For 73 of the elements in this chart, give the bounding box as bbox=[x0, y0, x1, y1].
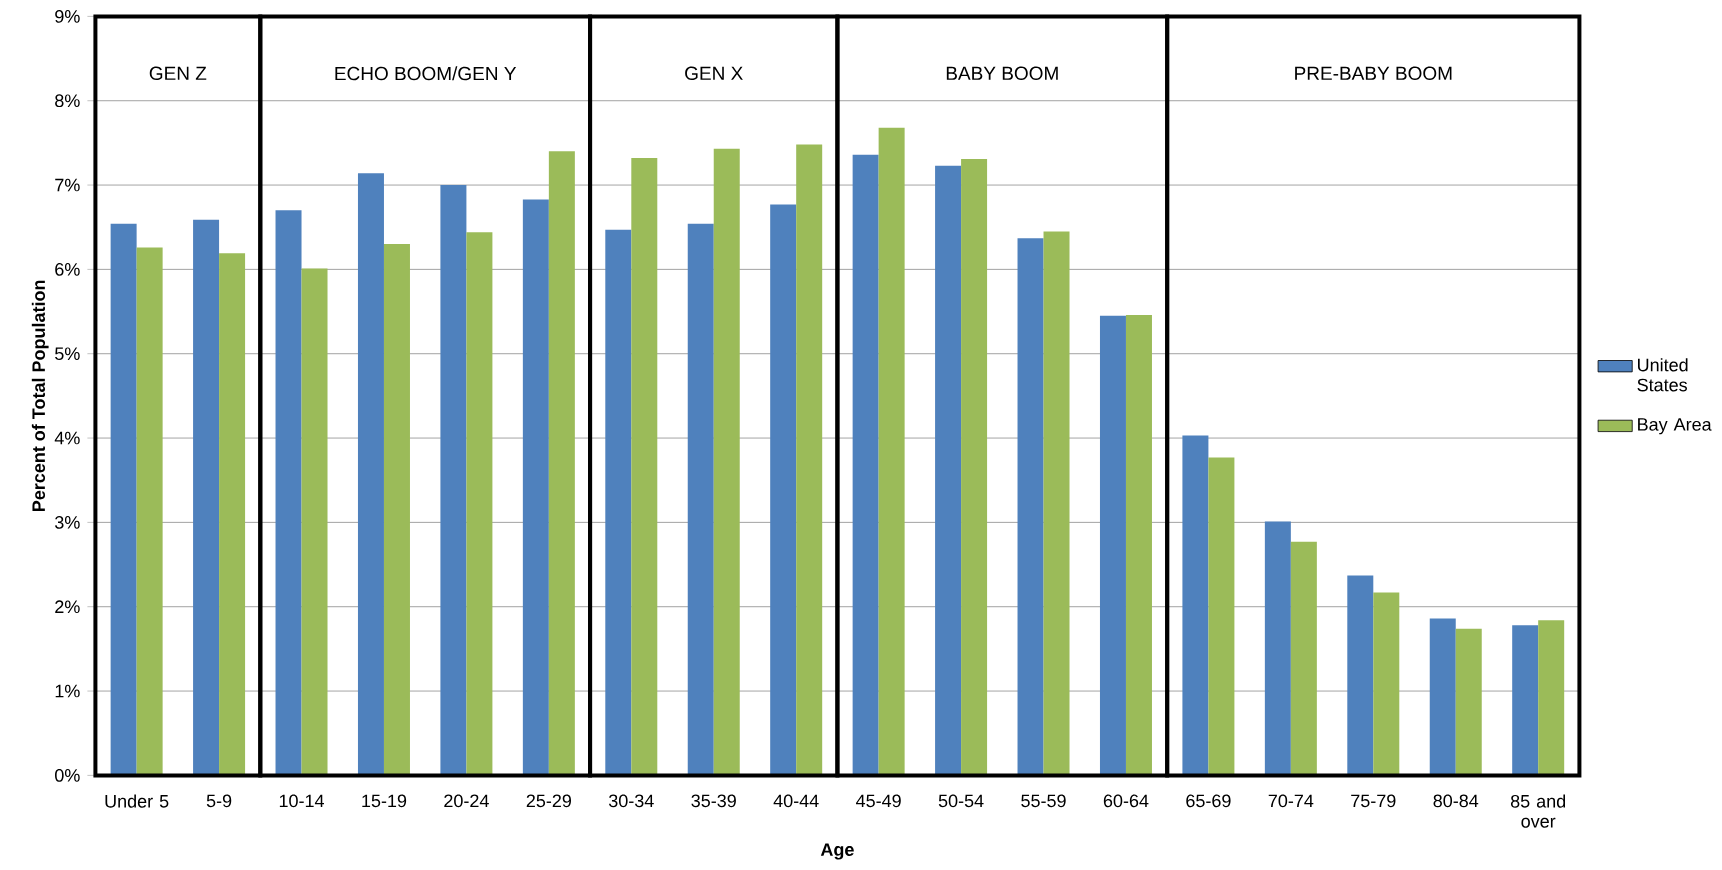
x-tick-label: 65-69 bbox=[1186, 794, 1231, 808]
bar bbox=[548, 151, 575, 776]
bar bbox=[136, 247, 163, 776]
x-tick-label: 20-24 bbox=[444, 794, 489, 808]
bar bbox=[110, 223, 137, 776]
x-tick-label: 45-49 bbox=[856, 794, 901, 808]
y-tick-label: 1% bbox=[55, 684, 80, 698]
bar bbox=[1455, 628, 1482, 776]
bar bbox=[796, 144, 823, 776]
bar bbox=[1429, 618, 1456, 776]
bar bbox=[219, 253, 246, 776]
bar bbox=[1208, 457, 1235, 776]
legend-label: Bay Area bbox=[1638, 418, 1712, 435]
bar bbox=[687, 223, 714, 776]
bar bbox=[1373, 592, 1400, 776]
bar bbox=[1347, 575, 1374, 776]
bar bbox=[301, 268, 328, 776]
bar bbox=[1290, 541, 1317, 776]
annotation: PRE-BABY BOOM bbox=[1295, 66, 1452, 81]
x-tick-label: 10-14 bbox=[279, 794, 324, 808]
bar bbox=[1538, 620, 1565, 776]
bar bbox=[770, 204, 797, 776]
bar bbox=[383, 244, 410, 776]
legend-label: United States bbox=[1637, 358, 1688, 392]
bar bbox=[631, 158, 658, 776]
annotation: ECHO BOOM/GEN Y bbox=[335, 66, 517, 81]
bar bbox=[357, 173, 384, 776]
y-tick-label: 2% bbox=[55, 600, 80, 614]
bar bbox=[1125, 314, 1152, 776]
y-tick-label: 8% bbox=[55, 94, 80, 108]
y-tick-label: 6% bbox=[55, 263, 80, 276]
x-axis-title: Age bbox=[820, 843, 854, 860]
y-tick-label: 0% bbox=[55, 769, 80, 782]
x-tick-label: 80-84 bbox=[1433, 794, 1479, 808]
bar bbox=[935, 165, 962, 776]
bar bbox=[193, 219, 220, 776]
x-tick-label: 25-29 bbox=[526, 794, 572, 808]
y-tick-label: 4% bbox=[54, 431, 80, 445]
x-tick-label: 30-34 bbox=[608, 794, 654, 808]
y-tick-label: 3% bbox=[55, 516, 80, 529]
x-tick-label: 40-44 bbox=[773, 794, 819, 808]
bar bbox=[1099, 315, 1126, 776]
bar bbox=[440, 185, 467, 776]
bar bbox=[713, 148, 740, 776]
x-tick-label: 60-64 bbox=[1103, 794, 1149, 808]
y-tick-label: 7% bbox=[55, 178, 80, 192]
annotation: GEN X bbox=[685, 66, 743, 81]
bar bbox=[1043, 231, 1070, 776]
y-tick-label: 9% bbox=[55, 10, 80, 23]
bar bbox=[466, 232, 493, 776]
y-tick-label: 5% bbox=[55, 347, 80, 361]
bar bbox=[1264, 521, 1291, 776]
x-tick-label: 75-79 bbox=[1351, 794, 1396, 808]
bar bbox=[961, 158, 988, 776]
bar bbox=[1182, 435, 1209, 776]
bar bbox=[852, 154, 879, 776]
x-tick-label: 50-54 bbox=[938, 794, 984, 808]
x-tick-label: 35-39 bbox=[691, 794, 736, 808]
x-tick-label: 5-9 bbox=[206, 794, 232, 808]
x-tick-label: 55-59 bbox=[1021, 794, 1066, 808]
annotation: GEN Z bbox=[149, 66, 207, 81]
bar bbox=[1512, 625, 1539, 776]
annotation: BABY BOOM bbox=[946, 66, 1058, 81]
x-tick-label: Under 5 bbox=[105, 794, 169, 808]
x-tick-label: 70-74 bbox=[1268, 794, 1314, 808]
bar bbox=[1017, 238, 1044, 776]
x-tick-label: 15-19 bbox=[362, 794, 407, 808]
bar bbox=[522, 199, 549, 776]
x-tick-label: 85 and over bbox=[1510, 794, 1566, 828]
bar bbox=[605, 229, 632, 776]
bar bbox=[878, 127, 905, 776]
y-axis-title: Percent of Total Population bbox=[31, 280, 49, 512]
bar bbox=[275, 210, 302, 776]
